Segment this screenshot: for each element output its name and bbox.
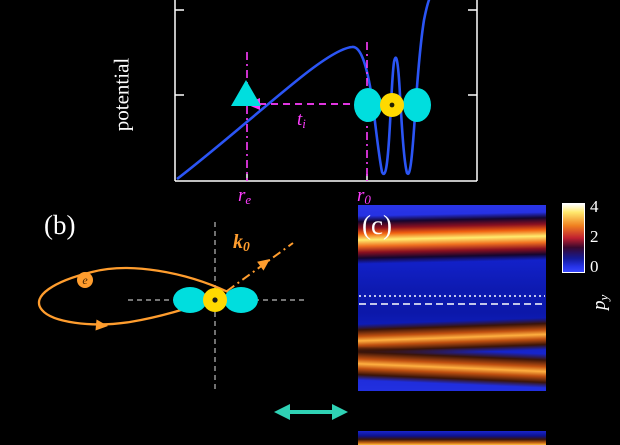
r0-base: r: [357, 185, 365, 206]
ti-sub: i: [302, 115, 306, 131]
k0-base: k: [233, 231, 243, 253]
ion-core-dot: [389, 102, 395, 108]
colorbar: [562, 203, 585, 273]
ti-base: t: [297, 109, 303, 130]
py-axis-label: py: [589, 294, 612, 310]
colorbar-tick-4: 4: [590, 197, 599, 216]
re-base: r: [238, 185, 246, 206]
panel-a-axes: [174, 0, 478, 182]
heatmap-panel-d-edge: [358, 431, 546, 445]
momentum-heatmap: [358, 205, 546, 391]
electron-trajectory: [37, 266, 229, 326]
tunnel-time-label: ti: [297, 110, 306, 131]
panel-c-label: (c): [362, 210, 392, 240]
electron-dot: [77, 272, 93, 288]
colorbar-tick-2: 2: [590, 227, 599, 246]
k0-sub: 0: [243, 238, 250, 254]
electron-label: e: [82, 273, 88, 287]
potential-curve: [176, 0, 431, 181]
k0-arrow: [226, 242, 294, 292]
py-sub: y: [596, 294, 612, 301]
orbital-lobe-right: [403, 88, 431, 122]
ion-core-dot-b: [212, 297, 218, 303]
molecule-a: [354, 88, 431, 122]
colorbar-tick-0: 0: [590, 257, 599, 276]
k0-dashdot-line: [226, 242, 294, 292]
r0-sub: 0: [364, 191, 371, 207]
trajectory-arrowhead: [95, 319, 108, 331]
potential-axis-label: potential: [109, 57, 134, 132]
orbital-lobe-right-b: [224, 287, 258, 313]
wavepacket-triangle: [231, 80, 261, 106]
orbital-lobe-left: [354, 88, 382, 122]
orbital-lobe-left-b: [173, 287, 207, 313]
py-base: p: [589, 300, 611, 310]
r0-label: r0: [357, 186, 371, 207]
panel-b-label: (b): [44, 210, 76, 240]
polarization-arrowhead-left: [274, 404, 290, 420]
py-dashed-lines: [359, 295, 545, 305]
molecule-b: [173, 287, 258, 313]
k0-label: k0: [233, 232, 250, 254]
re-label: re: [238, 186, 251, 207]
k0-arrowhead: [257, 259, 270, 271]
polarization-arrow: [274, 404, 348, 420]
polarization-arrowhead-right: [332, 404, 348, 420]
re-sub: e: [245, 191, 252, 207]
